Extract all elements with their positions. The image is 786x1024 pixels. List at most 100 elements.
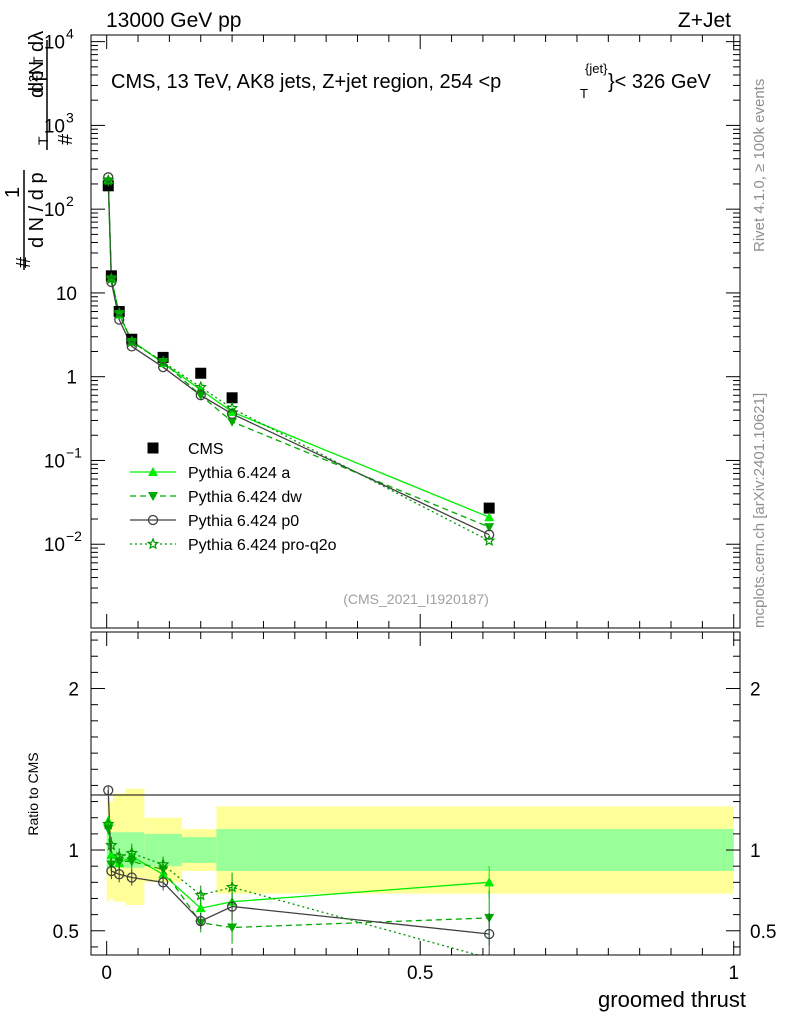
main-y-tick-exponent-6: 4 [66,26,74,42]
ratio-series-line-1 [107,828,490,929]
main-y-tick-label-3: 10 [56,284,77,305]
ratio-point-s3-1 [105,838,118,851]
y-title-numerator-2: d²N [26,61,48,93]
rivet-version-label: Rivet 4.1.0, ≥ 100k events [751,79,768,252]
main-point-s2-6 [227,417,238,427]
ratio-series-line-3 [107,824,481,955]
ratio-inner-band-5 [181,837,217,863]
main-point-s3-5 [195,390,206,401]
legend-marker-3 [147,514,159,526]
main-point-s4-2 [113,306,126,319]
legend-marker-0 [147,442,159,454]
main-y-axis-title: # 1 d N / d p T # d²N T d p dλ [2,31,77,270]
ratio-point-s3-3 [125,846,138,859]
y-title-one: 1 [2,187,24,198]
ratio-inner-band-0 [106,830,110,870]
main-point-s4-3 [125,335,138,348]
title-subscript: T [580,86,588,101]
main-point-s0-6 [226,392,238,404]
legend-label-3: Pythia 6.424 p0 [188,513,299,530]
main-point-s4-4 [156,355,170,368]
ratio-point-s2-7 [484,928,495,940]
main-point-s1-6 [227,406,238,416]
ratio-point-s0-1 [106,849,117,859]
ratio-plot-frame [90,631,741,956]
main-point-s0-7 [483,502,495,514]
legend-label-2: Pythia 6.424 dw [188,489,302,506]
main-y-tick-label-5: 10 [44,116,65,137]
main-point-s4-0 [102,173,115,186]
ratio-y-tick-label-left-0: 0.5 [53,922,79,943]
main-plot-title: CMS, 13 TeV, AK8 jets, Z+jet region, 254… [111,61,712,101]
ratio-inner-band-7 [250,829,734,872]
analysis-watermark: (CMS_2021_I1920187) [343,591,489,607]
main-point-s0-5 [195,367,207,379]
main-y-tick-exponent-5: 3 [66,109,74,125]
main-y-tick-label-2: 1 [66,368,77,389]
x-tick-label-0: 0 [101,963,112,984]
main-point-s4-5 [194,380,207,393]
ratio-y-tick-label-right-2: 2 [750,680,761,701]
ratio-point-s2-3 [126,872,137,883]
main-point-s2-5 [195,391,206,401]
main-point-s4-1 [105,272,118,284]
ratio-y-tick-label-left-2: 2 [68,680,79,701]
ratio-point-s2-6 [226,901,238,912]
main-point-s3-7 [484,529,495,540]
ratio-point-s2-5 [195,915,206,927]
header-right-label: Z+Jet [678,9,731,32]
main-y-tick-label-0: 10 [44,535,65,556]
main-y-tick-exponent-0: −2 [66,528,82,544]
y-title-denominator-2: d p [26,70,48,98]
legend-label-4: Pythia 6.424 pro-q2o [188,537,337,554]
x-axis-title: groomed thrust [598,987,746,1012]
main-point-s4-7 [482,534,496,547]
ratio-point-s3-2 [113,849,126,862]
ratio-y-tick-label-left-1: 1 [68,841,79,862]
ratio-series-line-2 [107,790,490,935]
y-title-denominator-1: d N / d p [26,172,48,248]
x-tick-label-1: 0.5 [407,963,433,984]
main-point-s1-7 [484,512,495,522]
ratio-point-s3-0 [102,817,115,830]
header-left-label: 13000 GeV pp [106,9,241,32]
ratio-point-s2-2 [114,869,125,880]
legend-marker-4 [146,537,160,550]
main-y-tick-label-6: 10 [44,33,65,54]
main-series-line-3 [107,177,490,536]
main-point-s3-0 [103,172,114,183]
main-y-tick-label-1: 10 [44,451,65,472]
main-point-s2-7 [484,523,495,533]
y-title-subscript-t-1: T [35,136,51,145]
main-plot-frame [90,34,741,629]
main-y-tick-exponent-1: −1 [66,444,82,460]
ratio-point-s3-6 [225,880,239,893]
main-y-tick-label-4: 10 [44,200,65,221]
legend: CMS Pythia 6.424 a Pythia 6.424 dw Pythia 6… [130,441,337,554]
main-series-line-1 [107,179,490,518]
main-point-s3-3 [126,341,137,352]
ratio-point-s0-7 [484,877,495,887]
ratio-y-tick-label-right-0: 0.5 [750,922,776,943]
ratio-y-tick-label-right-1: 1 [750,841,761,862]
legend-marker-1 [148,467,158,476]
main-point-s3-6 [226,408,238,420]
title-main-text: CMS, 13 TeV, AK8 jets, Z+jet region, 254… [111,71,501,93]
ratio-inner-band-6 [216,829,251,872]
x-tick-label-2: 1 [728,963,739,984]
mcplots-reference-label: mcplots.cern.ch [arXiv:2401.10621] [751,393,768,628]
ratio-y-axis-title: Ratio to CMS [25,752,41,835]
main-point-s4-6 [225,401,239,414]
legend-label-0: CMS [188,441,224,458]
main-point-s3-4 [157,362,169,373]
ratio-point-s1-6 [227,923,238,933]
ratio-point-s2-0 [103,785,114,796]
title-superscript: {jet} [585,61,608,76]
y-title-hash-2: # [55,133,77,145]
title-tail-text: }< 326 GeV [608,71,712,93]
ratio-point-s3-4 [156,858,170,870]
legend-marker-2 [148,492,158,501]
main-point-s3-1 [106,276,117,288]
ratio-point-s0-5 [195,903,206,913]
